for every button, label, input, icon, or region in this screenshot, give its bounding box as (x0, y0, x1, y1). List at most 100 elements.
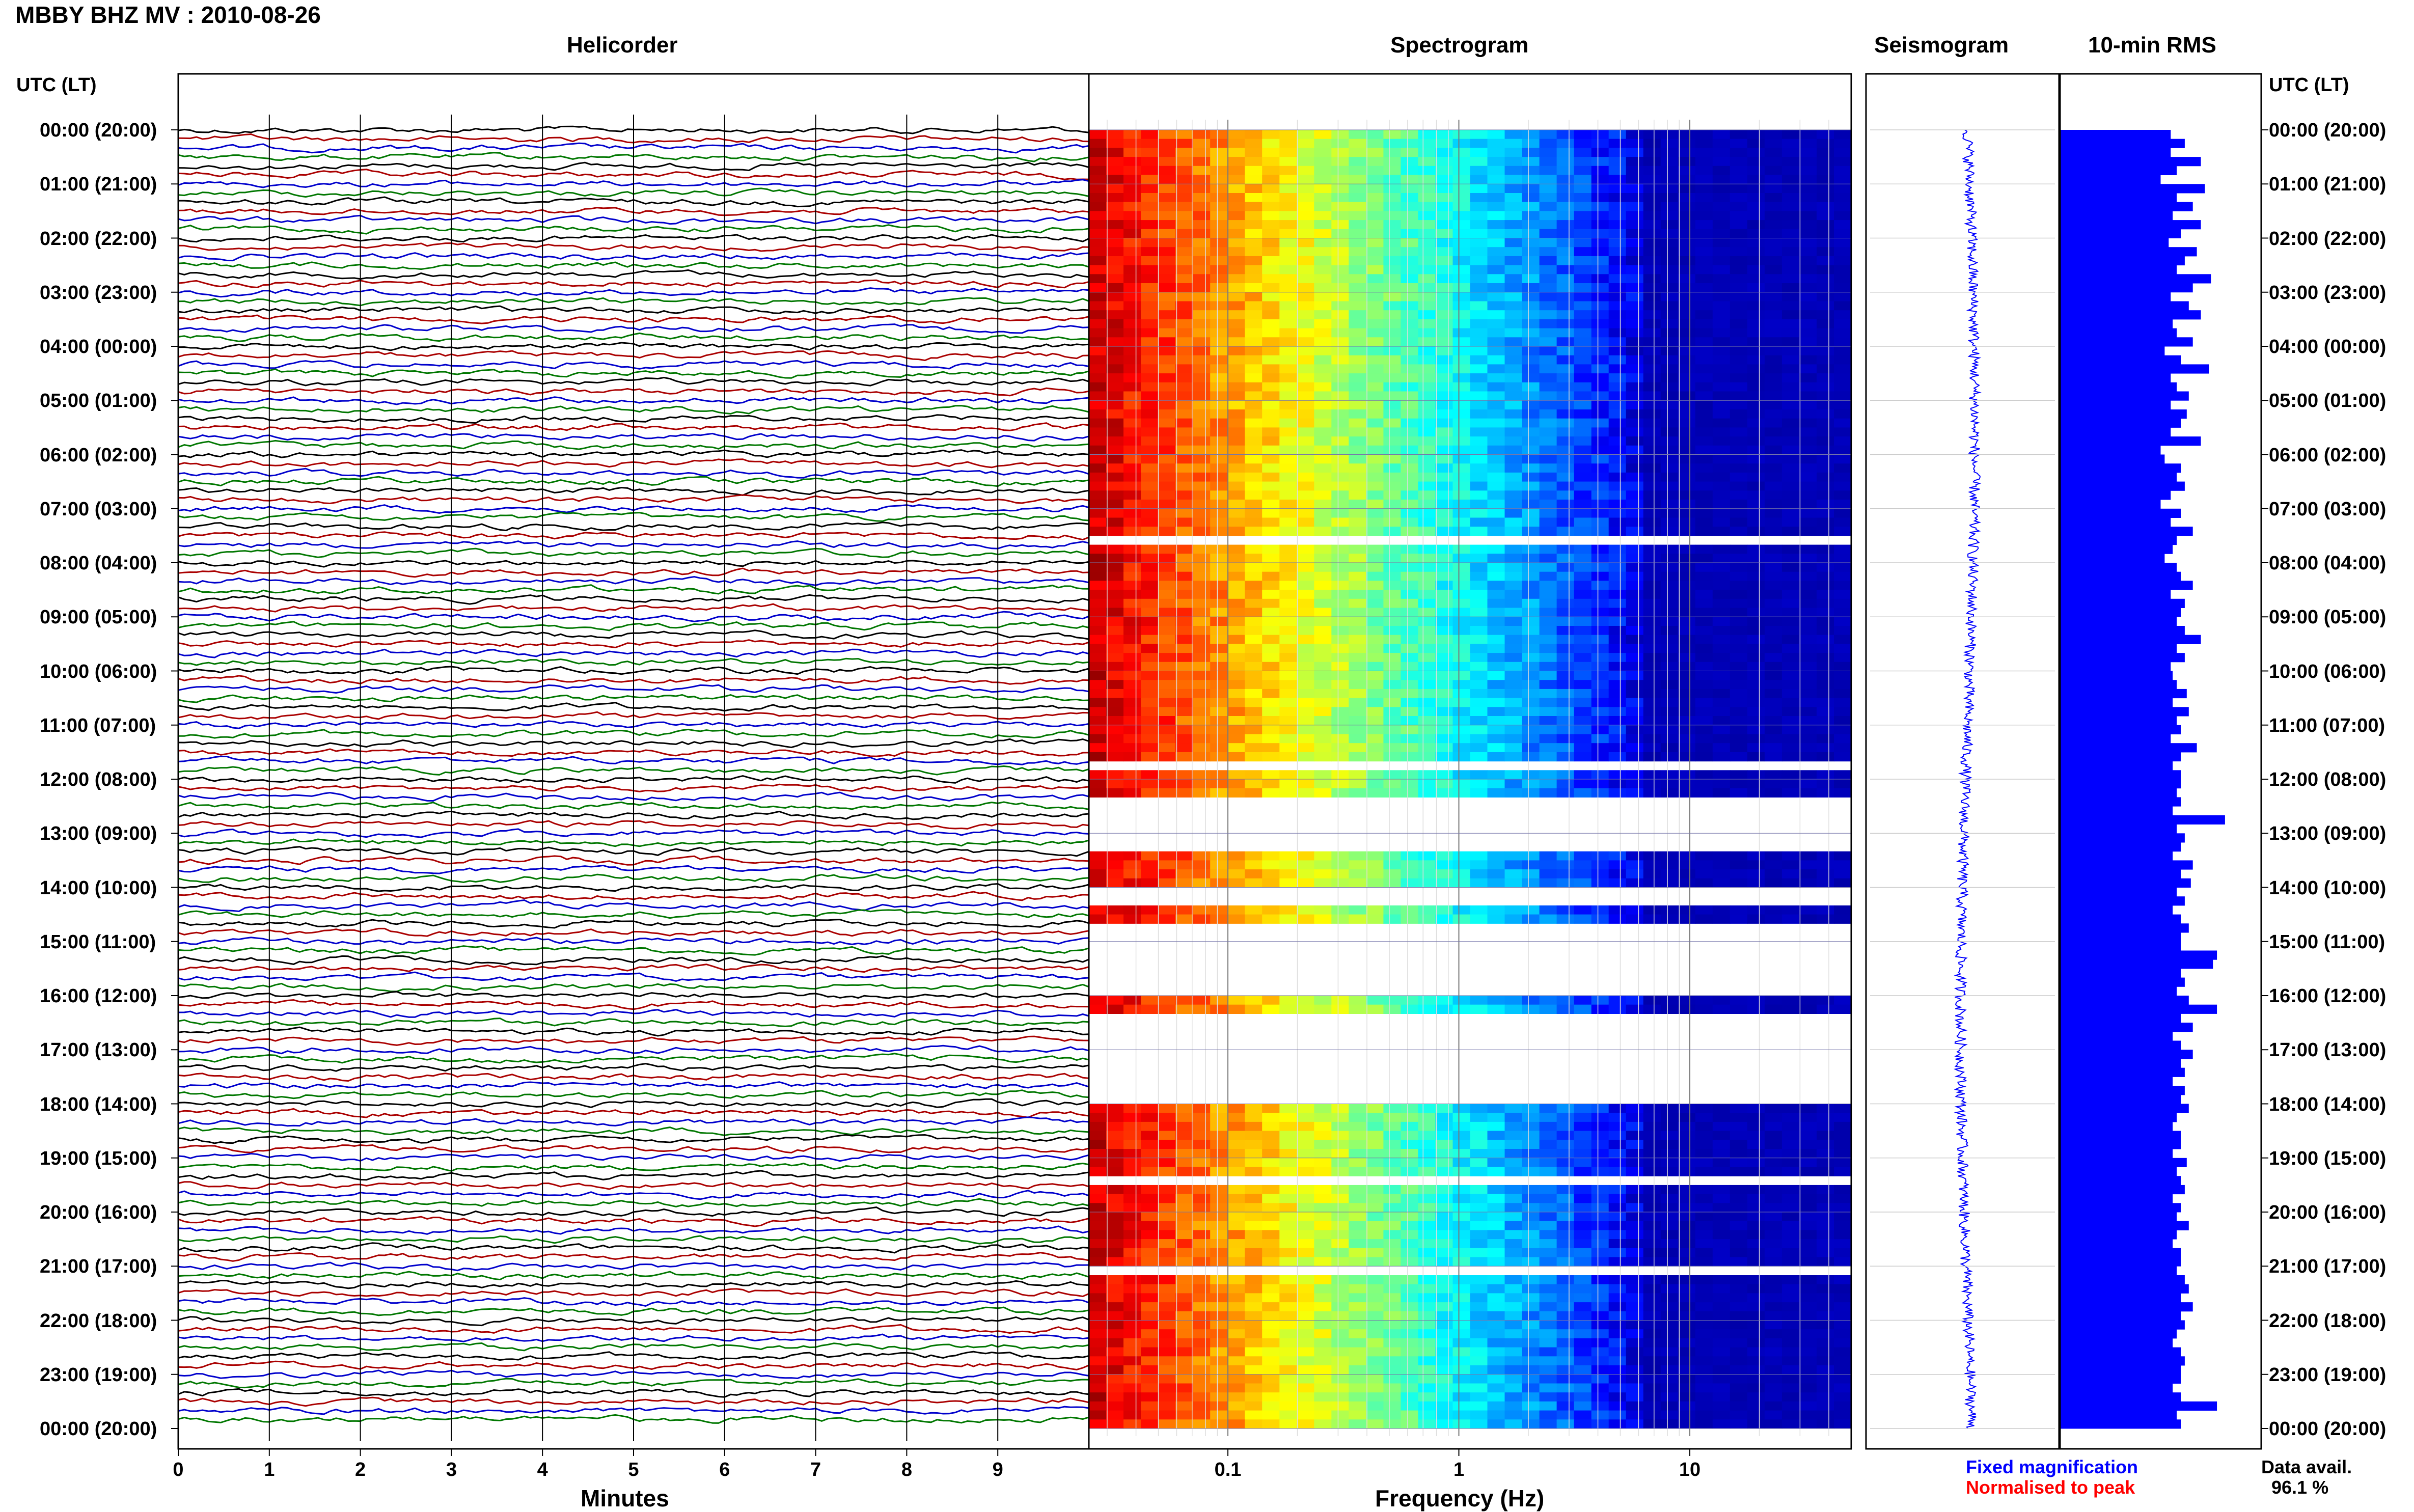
spectrogram-cell (1297, 662, 1314, 672)
spectrogram-cell (1643, 157, 1661, 167)
spectrogram-cell (1452, 337, 1471, 347)
spectrogram-cell (1245, 364, 1263, 374)
spectrogram-cell (1781, 1185, 1800, 1195)
spectrogram-cell (1712, 1113, 1731, 1122)
spectrogram-cell (1730, 571, 1748, 581)
spectrogram-cell (1106, 689, 1124, 699)
spectrogram-cell (1245, 1113, 1263, 1122)
spectrogram-cell (1141, 328, 1159, 338)
spectrogram-cell (1764, 788, 1782, 798)
spectrogram-cell (1331, 1374, 1349, 1384)
spectrogram-cell (1730, 418, 1748, 428)
spectrogram-cell (1193, 860, 1211, 870)
spectrogram-cell (1089, 1104, 1107, 1113)
spectrogram-cell (1643, 1374, 1661, 1384)
spectrogram-cell (1435, 544, 1453, 554)
spectrogram-cell (1279, 860, 1297, 870)
spectrogram-cell (1660, 1221, 1679, 1230)
spectrogram-cell (1712, 1257, 1731, 1267)
spectrogram-cell (1522, 617, 1540, 626)
spectrogram-cell (1175, 1212, 1193, 1222)
spectrogram-cell (1539, 590, 1557, 599)
spectrogram-cell (1764, 247, 1782, 257)
spectrogram-cell (1764, 707, 1782, 717)
spectrogram-cell (1764, 1329, 1782, 1339)
spectrogram-cell (1331, 148, 1349, 157)
spectrogram-cell (1522, 770, 1540, 780)
spectrogram-cell (1452, 328, 1471, 338)
spectrogram-cell (1470, 689, 1488, 699)
spectrogram-cell (1349, 689, 1366, 699)
spectrogram-cell (1470, 1248, 1488, 1258)
spectrogram-cell (1799, 1374, 1817, 1384)
spectrogram-cell (1817, 1203, 1834, 1213)
spectrogram-cell (1470, 878, 1488, 888)
spectrogram-cell (1660, 1248, 1679, 1258)
spectrogram-cell (1158, 481, 1176, 491)
spectrogram-cell (1817, 1338, 1834, 1348)
spectrogram-cell (1158, 905, 1176, 915)
spectrogram-cell (1695, 851, 1713, 861)
spectrogram-cell (1834, 617, 1852, 626)
spectrogram-cell (1349, 860, 1366, 870)
spectrogram-cell (1245, 175, 1263, 184)
spectrogram-cell (1279, 1167, 1297, 1176)
spectrogram-cell (1158, 743, 1176, 753)
spectrogram-cell (1730, 869, 1748, 879)
spectrogram-cell (1678, 427, 1696, 437)
spectrogram-cell (1227, 220, 1245, 230)
spectrogram-cell (1383, 319, 1401, 329)
spectrogram-cell (1383, 770, 1401, 780)
spectrogram-cell (1504, 608, 1523, 617)
spectrogram-cell (1418, 869, 1436, 879)
spectrogram-cell (1695, 364, 1713, 374)
spectrogram-cell (1522, 481, 1540, 491)
spectrogram-cell (1262, 364, 1280, 374)
spectrogram-cell (1366, 698, 1384, 707)
spectrogram-cell (1730, 653, 1748, 663)
spectrogram-cell (1626, 517, 1644, 527)
spectrogram-cell (1123, 1284, 1141, 1294)
spectrogram-cell (1781, 500, 1800, 509)
spectrogram-cell (1695, 1356, 1713, 1366)
spectrogram-cell (1799, 698, 1817, 707)
spectrogram-cell (1245, 1392, 1263, 1402)
spectrogram-cell (1452, 436, 1471, 446)
spectrogram-cell (1730, 1293, 1748, 1303)
spectrogram-cell (1504, 283, 1523, 293)
spectrogram-cell (1123, 1293, 1141, 1303)
spectrogram-cell (1556, 554, 1575, 563)
spectrogram-cell (1764, 743, 1782, 753)
spectrogram-cell (1452, 725, 1471, 735)
spectrogram-cell (1452, 1230, 1471, 1240)
spectrogram-cell (1158, 996, 1176, 1005)
spectrogram-cell (1487, 689, 1505, 699)
spectrogram-cell (1504, 148, 1523, 157)
spectrogram-cell (1626, 1248, 1644, 1258)
spectrogram-cell (1487, 905, 1505, 915)
spectrogram-cell (1349, 1248, 1366, 1258)
spectrogram-cell (1383, 1329, 1401, 1339)
spectrogram-cell (1608, 490, 1627, 500)
spectrogram-cell (1747, 490, 1765, 500)
spectrogram-cell (1574, 364, 1592, 374)
spectrogram-cell (1418, 184, 1436, 194)
spectrogram-cell (1695, 1320, 1713, 1330)
spectrogram-cell (1106, 229, 1124, 239)
spectrogram-cell (1349, 698, 1366, 707)
spectrogram-cell (1574, 590, 1592, 599)
spectrogram-cell (1539, 1203, 1557, 1213)
spectrogram-cell (1643, 662, 1661, 672)
spectrogram-cell (1401, 914, 1418, 924)
spectrogram-cell (1660, 130, 1679, 140)
spectrogram-cell (1314, 1230, 1332, 1240)
spectrogram-cell (1106, 1113, 1124, 1122)
spectrogram-cell (1106, 1275, 1124, 1285)
spectrogram-cell (1817, 1365, 1834, 1375)
spectrogram-cell (1210, 130, 1228, 140)
spectrogram-cell (1297, 1158, 1314, 1168)
spectrogram-cell (1730, 770, 1748, 780)
spectrogram-cell (1678, 1158, 1696, 1168)
spectrogram-cell (1643, 1320, 1661, 1330)
spectrogram-cell (1383, 490, 1401, 500)
